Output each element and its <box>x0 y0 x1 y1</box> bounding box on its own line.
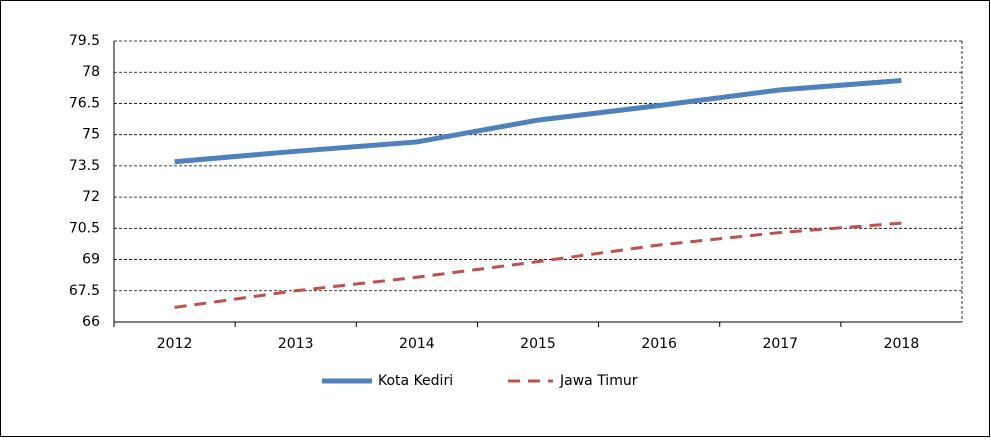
series-line <box>174 78 902 165</box>
y-tick-label: 72 <box>82 189 100 205</box>
y-tick-label: 69 <box>82 252 100 268</box>
y-tick-label: 79.5 <box>69 33 100 49</box>
y-tick-label: 76.5 <box>69 95 100 111</box>
y-tick-label: 67.5 <box>69 283 100 299</box>
x-tick-label: 2018 <box>884 336 920 352</box>
x-tick-label: 2012 <box>157 336 193 352</box>
x-tick-label: 2014 <box>399 336 435 352</box>
legend-label: Kota Kediri <box>378 373 453 389</box>
x-tick-label: 2016 <box>641 336 677 352</box>
y-tick-label: 70.5 <box>69 220 100 236</box>
series-line <box>174 221 902 309</box>
y-tick-label: 66 <box>82 314 100 330</box>
y-tick-label: 78 <box>82 64 100 80</box>
x-tick-label: 2017 <box>762 336 798 352</box>
x-tick-label: 2015 <box>520 336 556 352</box>
y-tick-label: 73.5 <box>69 158 100 174</box>
legend-label: Jawa Timur <box>559 373 638 389</box>
y-tick-label: 75 <box>82 127 100 143</box>
x-tick-label: 2013 <box>278 336 314 352</box>
